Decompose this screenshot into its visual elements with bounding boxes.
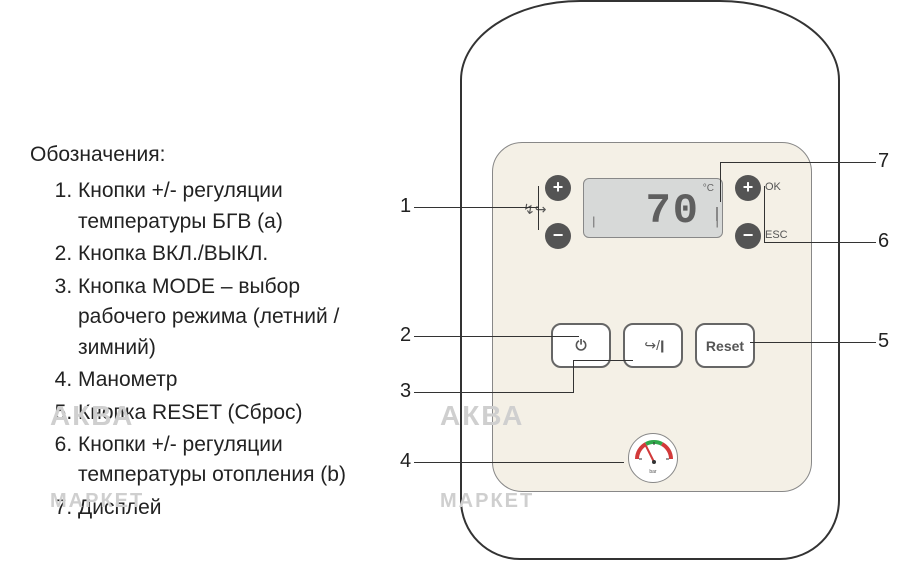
reset-button[interactable]: Reset (695, 323, 755, 368)
heating-minus-button[interactable]: − (735, 223, 761, 249)
legend-item-1: Кнопки +/- регуляции температуры БГВ (a) (78, 176, 370, 237)
device-body: °C 70 ||| |||| ↯↪ + − + − OK ESC ⏻ ↪/ ||… (460, 0, 840, 560)
radiator-icon: |||| (660, 338, 662, 353)
reset-label: Reset (706, 338, 744, 354)
leader-1h (414, 207, 539, 208)
manometer-icon (629, 434, 678, 483)
manometer-label: bar (629, 469, 677, 475)
leader-6v (764, 186, 765, 243)
leader-5 (750, 342, 876, 343)
power-button[interactable]: ⏻ (551, 323, 611, 368)
callout-3: 3 (400, 380, 411, 403)
faucet-icon: ↪/ (644, 337, 660, 354)
legend-list: Кнопки +/- регуляции температуры БГВ (a)… (30, 176, 370, 523)
dhw-minus-button[interactable]: − (545, 223, 571, 249)
heating-plus-button[interactable]: + (735, 175, 761, 201)
callout-7: 7 (878, 150, 889, 173)
legend-item-5: Кнопка RESET (Сброс) (78, 398, 370, 428)
legend-title: Обозначения: (30, 140, 370, 170)
legend-item-4: Манометр (78, 365, 370, 395)
power-icon: ⏻ (575, 337, 586, 354)
legend-item-7: Дисплей (78, 493, 370, 523)
callout-4: 4 (400, 450, 411, 473)
leader-4 (414, 462, 624, 463)
leader-3v (573, 360, 574, 393)
leader-2 (414, 336, 579, 337)
callout-2: 2 (400, 324, 411, 347)
legend-item-3: Кнопка MODE – выбор рабочего режима (лет… (78, 272, 370, 363)
dhw-mode-icon: ↯↪ (523, 201, 546, 218)
leader-3h (414, 392, 574, 393)
lcd-display: °C 70 ||| |||| (583, 178, 723, 238)
leader-6h (764, 242, 876, 243)
lcd-value: 70 (646, 187, 700, 235)
ok-label: OK (765, 181, 781, 193)
leader-7h (720, 162, 876, 163)
lcd-unit: °C (703, 183, 714, 194)
leader-3h2 (573, 360, 633, 361)
leader-1v (538, 186, 539, 230)
legend-item-6: Кнопки +/- регуляции температуры отоплен… (78, 430, 370, 491)
manometer-gauge: bar (628, 433, 678, 483)
callout-5: 5 (878, 330, 889, 353)
callout-1: 1 (400, 195, 411, 218)
legend-item-2: Кнопка ВКЛ./ВЫКЛ. (78, 239, 370, 269)
leader-7v (720, 162, 721, 202)
callout-6: 6 (878, 230, 889, 253)
esc-label: ESC (765, 229, 788, 241)
legend: Обозначения: Кнопки +/- регуляции темпер… (30, 140, 370, 525)
dhw-plus-button[interactable]: + (545, 175, 571, 201)
mode-button[interactable]: ↪/ |||| (623, 323, 683, 368)
